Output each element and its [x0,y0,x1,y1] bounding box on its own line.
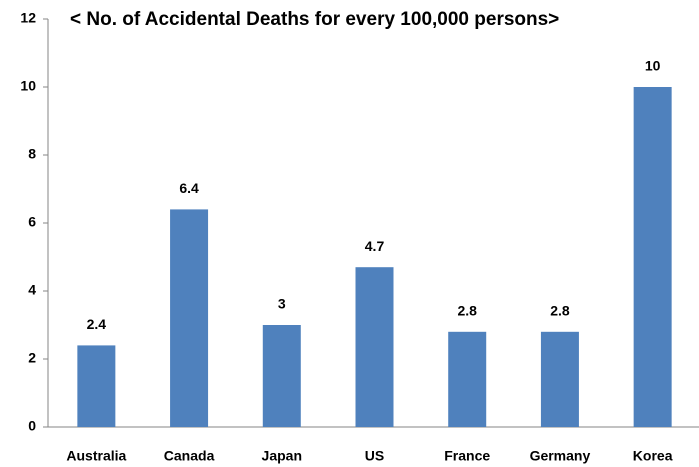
bar [170,209,209,427]
x-tick-label: Korea [633,448,673,464]
x-tick-label: Canada [164,448,215,464]
data-label: 2.8 [457,303,477,319]
data-label: 2.8 [550,303,570,319]
bar [355,267,394,427]
bar [633,87,672,427]
y-tick-label: 4 [28,282,36,298]
y-tick-label: 12 [20,10,36,26]
data-label: 2.4 [87,316,107,332]
x-tick-label: Australia [66,448,126,464]
y-tick-label: 0 [28,418,36,434]
y-tick-label: 10 [20,78,36,94]
chart-title: < No. of Accidental Deaths for every 100… [70,9,559,30]
x-tick-label: France [444,448,490,464]
bar [77,345,116,427]
data-label: 3 [278,296,286,312]
y-tick-label: 6 [28,214,36,230]
data-label: 6.4 [179,180,199,196]
data-label: 10 [645,58,661,74]
bar [262,325,301,427]
y-tick-label: 2 [28,350,36,366]
x-tick-label: Japan [262,448,302,464]
bar [448,331,487,427]
x-tick-label: US [365,448,384,464]
data-label: 4.7 [365,238,385,254]
x-tick-label: Germany [530,448,591,464]
bar [540,331,579,427]
y-tick-label: 8 [28,146,36,162]
